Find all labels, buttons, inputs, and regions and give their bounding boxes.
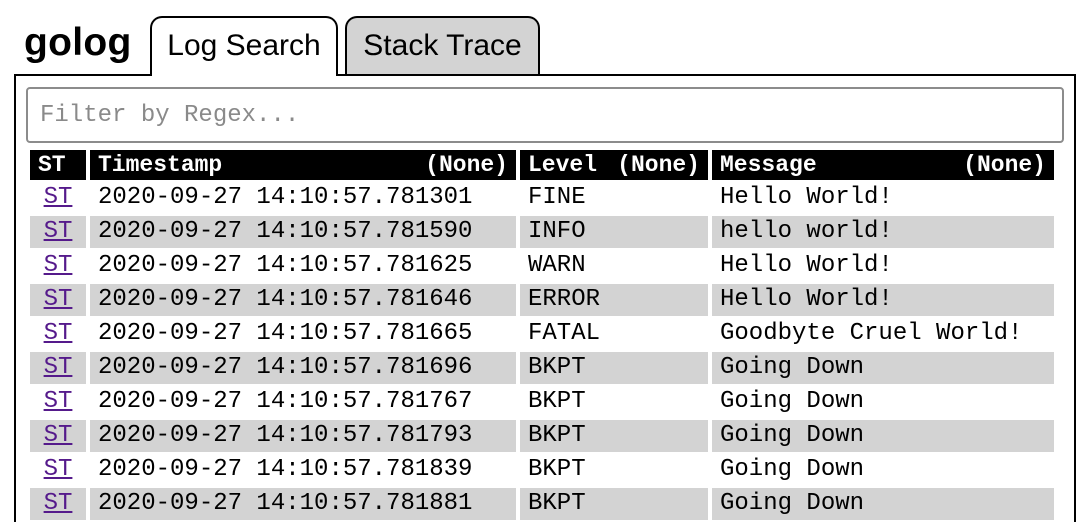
stack-trace-link[interactable]: ST (43, 456, 73, 483)
level-cell: BKPT (528, 388, 586, 415)
stack-trace-link[interactable]: ST (43, 252, 73, 279)
regex-filter-input[interactable] (26, 87, 1064, 143)
column-header-message[interactable]: Message (None) (712, 150, 1054, 180)
column-header-message-label: Message (720, 152, 817, 178)
table-row: ST 2020-09-27 14:10:57.781839 BKPT Going… (30, 454, 1054, 486)
level-cell: WARN (528, 252, 586, 279)
message-cell: hello world! (712, 216, 1054, 248)
table-header-row: ST Timestamp (None) Level (None) Message… (30, 150, 1054, 180)
message-cell: Going Down (712, 352, 1054, 384)
message-cell: Going Down (720, 388, 865, 415)
level-cell: FINE (528, 184, 586, 211)
column-header-timestamp-label: Timestamp (98, 152, 223, 178)
app-title: golog (24, 21, 132, 64)
level-cell: BKPT (520, 420, 708, 452)
stack-trace-link[interactable]: ST (43, 184, 73, 211)
stack-trace-link[interactable]: ST (43, 388, 73, 415)
timestamp-cell: 2020-09-27 14:10:57.781665 (98, 320, 473, 347)
level-cell: FATAL (528, 320, 601, 347)
table-row: ST 2020-09-27 14:10:57.781625 WARN Hello… (30, 250, 1054, 282)
column-header-st-label: ST (38, 152, 66, 178)
timestamp-cell: 2020-09-27 14:10:57.781696 (90, 352, 516, 384)
table-row: ST 2020-09-27 14:10:57.781881 BKPT Going… (30, 488, 1054, 520)
timestamp-cell: 2020-09-27 14:10:57.781793 (90, 420, 516, 452)
st-cell: ST (30, 284, 86, 316)
st-cell: ST (30, 386, 86, 418)
table-row: ST 2020-09-27 14:10:57.781646 ERROR Hell… (30, 284, 1054, 316)
timestamp-cell: 2020-09-27 14:10:57.781301 (98, 184, 473, 211)
column-header-st[interactable]: ST (30, 150, 86, 180)
table-row: ST 2020-09-27 14:10:57.781696 BKPT Going… (30, 352, 1054, 384)
st-cell: ST (30, 216, 86, 248)
level-cell: BKPT (528, 456, 586, 483)
column-header-timestamp-sort: (None) (425, 152, 508, 178)
stack-trace-link[interactable]: ST (43, 422, 73, 449)
level-cell: BKPT (520, 352, 708, 384)
stack-trace-link[interactable]: ST (43, 354, 73, 381)
message-cell: Going Down (712, 488, 1054, 520)
timestamp-cell: 2020-09-27 14:10:57.781839 (98, 456, 473, 483)
level-cell: BKPT (520, 488, 708, 520)
tab-log-search[interactable]: Log Search (150, 16, 338, 76)
log-table: ST Timestamp (None) Level (None) Message… (26, 148, 1058, 522)
st-cell: ST (30, 454, 86, 486)
st-cell: ST (30, 182, 86, 214)
message-cell: Hello World! (720, 184, 893, 211)
table-row: ST 2020-09-27 14:10:57.781301 FINE Hello… (30, 182, 1054, 214)
level-cell: INFO (520, 216, 708, 248)
timestamp-cell: 2020-09-27 14:10:57.781590 (90, 216, 516, 248)
table-row: ST 2020-09-27 14:10:57.781665 FATAL Good… (30, 318, 1054, 350)
stack-trace-link[interactable]: ST (43, 320, 73, 347)
timestamp-cell: 2020-09-27 14:10:57.781625 (98, 252, 473, 279)
timestamp-cell: 2020-09-27 14:10:57.781767 (98, 388, 473, 415)
st-cell: ST (30, 352, 86, 384)
column-header-message-sort: (None) (963, 152, 1046, 178)
timestamp-cell: 2020-09-27 14:10:57.781646 (90, 284, 516, 316)
st-cell: ST (30, 420, 86, 452)
column-header-timestamp[interactable]: Timestamp (None) (90, 150, 516, 180)
table-row: ST 2020-09-27 14:10:57.781767 BKPT Going… (30, 386, 1054, 418)
stack-trace-link[interactable]: ST (43, 218, 73, 245)
st-cell: ST (30, 318, 86, 350)
timestamp-cell: 2020-09-27 14:10:57.781881 (90, 488, 516, 520)
level-cell: ERROR (520, 284, 708, 316)
column-header-level-label: Level (528, 152, 598, 178)
table-row: ST 2020-09-27 14:10:57.781590 INFO hello… (30, 216, 1054, 248)
table-row: ST 2020-09-27 14:10:57.781793 BKPT Going… (30, 420, 1054, 452)
message-cell: Going Down (712, 420, 1054, 452)
message-cell: Hello World! (712, 284, 1054, 316)
message-cell: Hello World! (720, 252, 893, 279)
st-cell: ST (30, 488, 86, 520)
tab-stack-trace[interactable]: Stack Trace (345, 16, 540, 74)
st-cell: ST (30, 250, 86, 282)
stack-trace-link[interactable]: ST (43, 490, 73, 517)
message-cell: Going Down (720, 456, 865, 483)
stack-trace-link[interactable]: ST (43, 286, 73, 313)
column-header-level-sort: (None) (617, 152, 700, 178)
message-cell: Goodbyte Cruel World! (720, 320, 1023, 347)
column-header-level[interactable]: Level (None) (520, 150, 708, 180)
